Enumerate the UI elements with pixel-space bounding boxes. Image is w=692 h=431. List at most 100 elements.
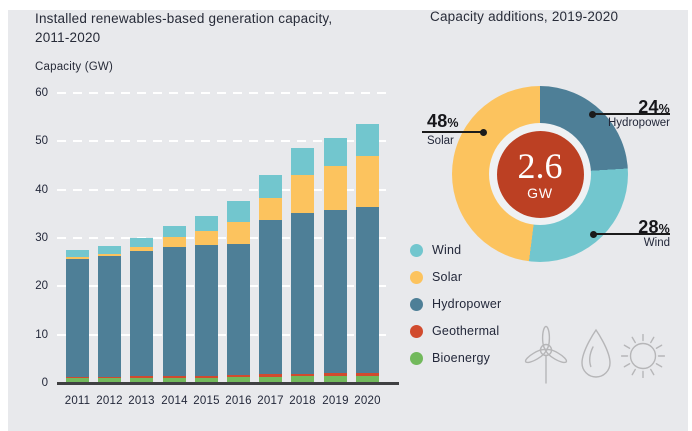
bar-2012-wind-segment: [98, 246, 121, 254]
x-tick-2017: 2017: [257, 395, 284, 407]
bar-2017-geothermal-segment: [259, 374, 282, 377]
bar-2011: [66, 250, 89, 383]
callout-wind-dot: [590, 231, 597, 238]
bar-2017-bioenergy-segment: [259, 376, 282, 383]
callout-solar-label: Solar: [427, 135, 454, 147]
bar-2020-hydropower-segment: [356, 206, 379, 373]
bar-2020-bioenergy-segment: [356, 375, 379, 383]
bar-2012-hydropower-segment: [98, 255, 121, 377]
bar-chart-title: Installed renewables-based generation ca…: [35, 9, 405, 47]
x-tick-2019: 2019: [322, 395, 349, 407]
bar-chart-title-line2: 2011-2020: [35, 30, 101, 45]
legend-swatch-solar: [410, 270, 423, 284]
bar-2014-wind-segment: [163, 225, 186, 238]
legend-label-geothermal: Geothermal: [432, 324, 500, 338]
bar-2018-geothermal-segment: [291, 373, 314, 377]
sun-icon: [621, 334, 665, 378]
x-tick-2012: 2012: [96, 395, 123, 407]
donut-chart: 2.6 GW: [452, 86, 628, 262]
bar-2012-geothermal-segment: [98, 376, 121, 379]
bar-2018: [291, 147, 314, 383]
bar-2012-solar-segment: [98, 253, 121, 256]
gridline-10: [57, 333, 393, 336]
bar-2019-solar-segment: [324, 165, 347, 211]
y-tick-10: 10: [35, 328, 48, 341]
donut-inner-ring: 2.6 GW: [489, 123, 591, 225]
bar-2013-bioenergy-segment: [130, 378, 153, 383]
bar-2011-geothermal-segment: [66, 376, 89, 379]
bar-2015-hydropower-segment: [195, 245, 218, 376]
bar-2016-wind-segment: [227, 201, 250, 222]
y-tick-30: 30: [35, 232, 48, 244]
bar-2016-solar-segment: [227, 221, 250, 245]
wind-turbine-icon: [524, 325, 568, 384]
bar-2020-geothermal-segment: [356, 372, 379, 376]
bar-2016-geothermal-segment: [227, 374, 250, 378]
x-axis-line: [57, 382, 399, 385]
bar-2020-wind-segment: [356, 124, 379, 156]
x-tick-2013: 2013: [128, 395, 155, 407]
bar-2011-bioenergy-segment: [66, 378, 89, 383]
x-tick-2020: 2020: [354, 395, 381, 407]
y-tick-60: 60: [35, 87, 48, 99]
y-tick-50: 50: [35, 135, 48, 148]
bar-2016-bioenergy-segment: [227, 377, 250, 383]
bar-2014-hydropower-segment: [163, 246, 186, 376]
bar-2015-solar-segment: [195, 230, 218, 246]
callout-wind-label: Wind: [643, 237, 670, 249]
legend-label-wind: Wind: [432, 243, 462, 257]
bar-chart-title-line1: Installed renewables-based generation ca…: [35, 11, 333, 26]
callout-wind-line: [593, 233, 670, 235]
bar-2013-solar-segment: [130, 246, 153, 251]
bar-2016: [227, 201, 250, 383]
legend-swatch-wind: [410, 243, 423, 257]
bar-2011-hydropower-segment: [66, 258, 89, 377]
gridline-30: [57, 237, 393, 239]
bar-2015-bioenergy-segment: [195, 377, 218, 383]
donut-center-badge: 2.6 GW: [496, 130, 584, 218]
callout-solar-pct: 48%: [427, 111, 459, 131]
bar-2014-geothermal-segment: [163, 375, 186, 378]
gridline-20: [57, 285, 393, 288]
y-tick-40: 40: [35, 183, 48, 196]
callout-hydropower-label: Hydropower: [608, 117, 670, 129]
bar-2019-hydropower-segment: [324, 210, 347, 374]
donut-chart-title: Capacity additions, 2019-2020: [430, 9, 619, 24]
y-axis-label: Capacity (GW): [35, 61, 113, 73]
legend-item-wind: Wind: [410, 243, 461, 257]
legend-swatch-hydropower: [410, 297, 423, 311]
legend-item-geothermal: Geothermal: [410, 324, 499, 338]
callout-hydropower-line: [592, 113, 670, 115]
gridline-60: [57, 92, 393, 94]
bar-2014-bioenergy-segment: [163, 377, 186, 383]
bar-2014-solar-segment: [163, 237, 186, 247]
donut-center-unit: GW: [527, 184, 553, 201]
callout-hydropower-dot: [589, 111, 596, 118]
gridline-40: [57, 188, 393, 191]
y-tick-0: 0: [41, 377, 48, 389]
callout-hydropower-pct: 24%: [638, 97, 670, 117]
x-tick-2016: 2016: [225, 395, 252, 407]
bar-2017: [259, 175, 282, 383]
legend-label-bioenergy: Bioenergy: [432, 351, 491, 365]
x-tick-2015: 2015: [193, 395, 220, 407]
bar-2019: [324, 138, 347, 383]
x-tick-2014: 2014: [161, 395, 188, 407]
bar-2017-hydropower-segment: [259, 220, 282, 375]
bar-2011-solar-segment: [66, 257, 89, 259]
legend-label-solar: Solar: [432, 270, 463, 284]
bar-2013-geothermal-segment: [130, 376, 153, 379]
bar-2019-geothermal-segment: [324, 373, 347, 377]
gridline-50: [57, 140, 393, 143]
bar-2018-wind-segment: [291, 147, 314, 176]
bar-2012-bioenergy-segment: [98, 378, 121, 383]
bar-2020-solar-segment: [356, 155, 379, 207]
bar-2017-wind-segment: [259, 175, 282, 198]
bar-2014: [163, 225, 186, 383]
callout-solar-line: [422, 131, 482, 133]
water-drop-icon: [581, 328, 611, 378]
y-tick-20: 20: [35, 280, 48, 293]
bar-2013-wind-segment: [130, 238, 153, 247]
bar-2012: [98, 246, 121, 383]
